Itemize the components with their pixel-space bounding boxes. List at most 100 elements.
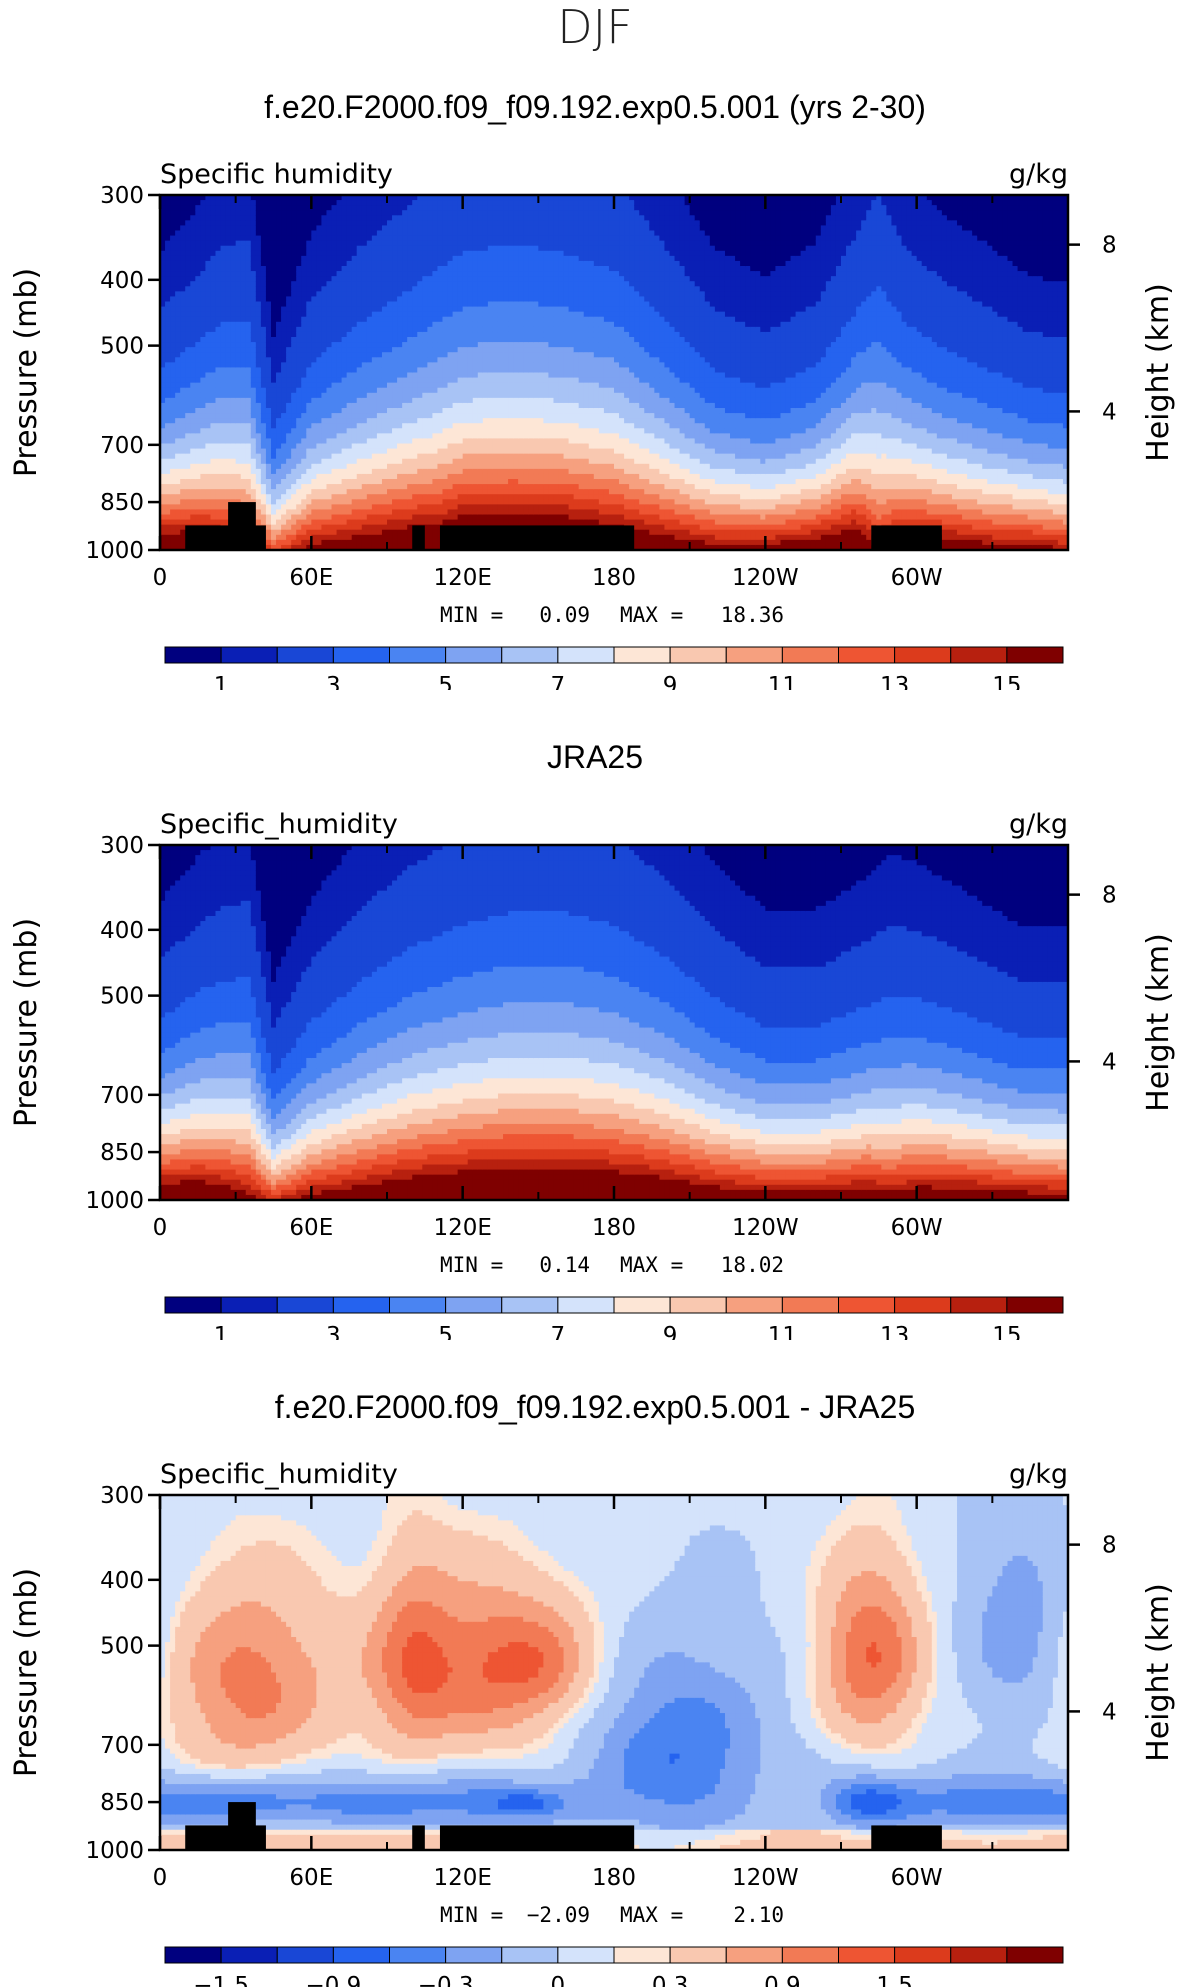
- colorbar-label: 13: [880, 1323, 909, 1340]
- colorbar-swatch: [220, 1946, 278, 1964]
- contour-field: [160, 1495, 1069, 1851]
- topography-block: [871, 525, 942, 550]
- y-tick-label: 700: [100, 1733, 144, 1759]
- colorbar-swatch: [557, 646, 615, 664]
- colorbar-swatch: [557, 1946, 615, 1964]
- right-tick-label: 8: [1102, 1533, 1117, 1559]
- topography-block: [871, 1825, 942, 1850]
- x-tick-label: 0: [153, 1865, 168, 1891]
- y-tick-label: 1000: [85, 538, 144, 564]
- panel-jra25: JRA25 Specific_humidity g/kg 0 60E 120E 180 120…: [0, 720, 1190, 1340]
- colorbar-label: 0.3: [652, 1973, 689, 1987]
- colorbar-swatch: [220, 646, 278, 664]
- colorbar-swatch: [276, 1296, 334, 1314]
- y-axis-title: Pressure (mb): [9, 268, 44, 477]
- colorbar-swatch: [332, 646, 390, 664]
- colorbar-swatch: [220, 1296, 278, 1314]
- variable-label: Specific_humidity: [160, 1459, 398, 1490]
- colorbar-swatch: [389, 646, 447, 664]
- y-tick-label: 500: [100, 984, 144, 1010]
- colorbar-swatch: [501, 1946, 559, 1964]
- colorbar-label: −0.3: [418, 1973, 474, 1987]
- right-tick-label: 4: [1102, 399, 1117, 425]
- colorbar-label: 0: [551, 1973, 566, 1987]
- max-label: MAX =: [620, 1903, 683, 1927]
- x-tick-label: 60W: [891, 565, 943, 591]
- colorbar-swatch: [1006, 646, 1064, 664]
- panel-model-svg: f.e20.F2000.f09_f09.192.exp0.5.001 (yrs …: [9, 89, 1176, 690]
- colorbar-swatch: [725, 646, 783, 664]
- panel-difference: f.e20.F2000.f09_f09.192.exp0.5.001 - JRA…: [0, 1370, 1190, 1987]
- y-tick-label: 300: [100, 833, 144, 859]
- panel-title: f.e20.F2000.f09_f09.192.exp0.5.001 - JRA…: [275, 1389, 915, 1425]
- right-tick-label: 8: [1102, 233, 1117, 259]
- colorbar-swatch: [613, 646, 671, 664]
- colorbar-swatch: [389, 1296, 447, 1314]
- y-tick-label: 1000: [85, 1188, 144, 1214]
- topography-block: [412, 1825, 425, 1850]
- colorbar-swatch: [332, 1946, 390, 1964]
- colorbar-swatch: [613, 1946, 671, 1964]
- colorbar-label: 15: [992, 673, 1021, 690]
- colorbar-label: 7: [551, 673, 566, 690]
- topography-mask: [185, 1802, 942, 1850]
- y-tick-label: 850: [100, 1790, 144, 1816]
- max-label: MAX =: [620, 603, 683, 627]
- x-tick-label: 180: [592, 565, 636, 591]
- colorbar-swatch: [445, 1296, 503, 1314]
- colorbar-label: 1: [214, 1323, 229, 1340]
- colorbar-swatch: [894, 1946, 952, 1964]
- colorbar-swatch: [445, 646, 503, 664]
- colorbar-label: 3: [326, 673, 341, 690]
- colorbar-swatch: [725, 1296, 783, 1314]
- x-tick-label: 120E: [433, 1865, 491, 1891]
- contour-field: [160, 195, 1069, 551]
- colorbar: [164, 646, 1064, 664]
- colorbar-swatch: [894, 646, 952, 664]
- x-tick-label: 120W: [732, 565, 799, 591]
- x-tick-label: 180: [592, 1865, 636, 1891]
- panel-title: f.e20.F2000.f09_f09.192.exp0.5.001 (yrs …: [264, 89, 926, 125]
- max-value: 18.02: [721, 1253, 784, 1277]
- colorbar-swatch: [557, 1296, 615, 1314]
- colorbar-swatch: [838, 646, 896, 664]
- colorbar-swatch: [838, 1946, 896, 1964]
- colorbar: [164, 1296, 1064, 1314]
- x-tick-label: 120W: [732, 1215, 799, 1241]
- x-tick-label: 60E: [289, 1215, 333, 1241]
- y-tick-label: 400: [100, 918, 144, 944]
- colorbar-swatch: [669, 1296, 727, 1314]
- x-tick-label: 60E: [289, 565, 333, 591]
- right-tick-label: 8: [1102, 883, 1117, 909]
- y-tick-label: 850: [100, 490, 144, 516]
- colorbar-swatch: [164, 646, 222, 664]
- colorbar-swatch: [950, 646, 1008, 664]
- topography-mask: [185, 502, 942, 550]
- colorbar-swatch: [276, 646, 334, 664]
- colorbar: [164, 1946, 1064, 1964]
- colorbar-swatch: [669, 646, 727, 664]
- variable-label: Specific_humidity: [160, 809, 398, 840]
- min-label: MIN =: [440, 1903, 503, 1927]
- colorbar-swatch: [838, 1296, 896, 1314]
- x-tick-label: 120E: [433, 565, 491, 591]
- colorbar-swatch: [669, 1946, 727, 1964]
- max-label: MAX =: [620, 1253, 683, 1277]
- min-value: 0.14: [539, 1253, 590, 1277]
- min-label: MIN =: [440, 603, 503, 627]
- colorbar-label: 11: [768, 673, 797, 690]
- colorbar-label: 5: [438, 673, 453, 690]
- colorbar-label: 11: [768, 1323, 797, 1340]
- panel-jra25-svg: JRA25 Specific_humidity g/kg 0 60E 120E 180 120…: [9, 739, 1176, 1340]
- x-tick-label: 60W: [891, 1215, 943, 1241]
- y-tick-label: 500: [100, 334, 144, 360]
- topography-block: [412, 525, 425, 550]
- colorbar-swatch: [501, 646, 559, 664]
- y-axis-title: Pressure (mb): [9, 918, 44, 1127]
- colorbar-swatch: [389, 1946, 447, 1964]
- colorbar-label: 5: [438, 1323, 453, 1340]
- min-value: 0.09: [539, 603, 590, 627]
- colorbar-swatch: [725, 1946, 783, 1964]
- colorbar-swatch: [501, 1296, 559, 1314]
- min-value: −2.09: [527, 1903, 590, 1927]
